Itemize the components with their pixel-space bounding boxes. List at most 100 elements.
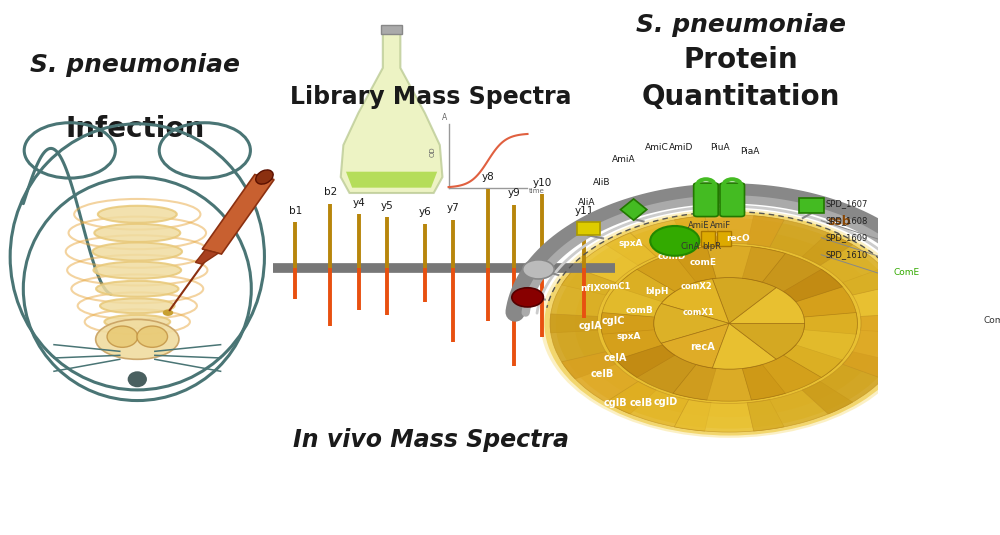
Polygon shape [195, 250, 218, 264]
Text: AmiD: AmiD [669, 143, 693, 152]
Circle shape [541, 209, 918, 438]
Text: Infection: Infection [65, 115, 204, 143]
Text: y8: y8 [482, 172, 494, 182]
Text: celB: celB [630, 398, 653, 408]
Ellipse shape [93, 242, 182, 261]
Text: AmiF: AmiF [710, 220, 731, 230]
Wedge shape [729, 288, 805, 323]
Text: blpH: blpH [646, 287, 669, 296]
Text: blpR: blpR [702, 242, 721, 251]
Text: S. pneumoniae: S. pneumoniae [636, 13, 846, 37]
Ellipse shape [93, 262, 181, 279]
Text: comX2: comX2 [681, 281, 713, 291]
Bar [799, 198, 824, 213]
Text: SPD_1608: SPD_1608 [826, 216, 868, 225]
Wedge shape [802, 351, 897, 414]
Text: AmiC: AmiC [645, 143, 669, 152]
Text: y4: y4 [353, 198, 366, 208]
Wedge shape [843, 268, 908, 333]
Wedge shape [674, 215, 784, 247]
Text: SPD_1609: SPD_1609 [826, 233, 868, 242]
Ellipse shape [96, 281, 179, 297]
Wedge shape [601, 269, 675, 334]
Ellipse shape [128, 371, 147, 387]
Text: ComD: ComD [983, 316, 1000, 325]
Wedge shape [601, 312, 675, 377]
Text: ssb: ssb [827, 215, 851, 228]
Text: comB: comB [626, 305, 654, 315]
Text: In vivo Mass Spectra: In vivo Mass Spectra [293, 429, 569, 453]
Wedge shape [562, 351, 656, 414]
Wedge shape [673, 246, 785, 282]
Text: OD: OD [430, 146, 436, 157]
Ellipse shape [96, 319, 179, 360]
Ellipse shape [100, 299, 175, 314]
Bar [717, 231, 731, 246]
Text: CinA: CinA [680, 242, 699, 251]
Text: recA: recA [690, 342, 715, 353]
Polygon shape [903, 292, 924, 306]
Polygon shape [202, 174, 274, 254]
Text: recO: recO [700, 231, 724, 240]
Circle shape [556, 218, 903, 429]
Text: time: time [528, 188, 544, 194]
Wedge shape [747, 216, 853, 265]
Wedge shape [802, 233, 897, 295]
Wedge shape [661, 323, 729, 368]
Wedge shape [550, 314, 616, 379]
Text: S. pneumoniae: S. pneumoniae [30, 54, 240, 77]
Text: nflX: nflX [580, 284, 601, 293]
Text: Library Mass Spectra: Library Mass Spectra [290, 85, 572, 109]
Polygon shape [620, 199, 647, 220]
Wedge shape [654, 303, 729, 343]
Ellipse shape [137, 326, 168, 347]
Wedge shape [616, 345, 716, 400]
Text: comD: comD [658, 253, 686, 262]
Circle shape [946, 319, 960, 327]
Text: y6: y6 [419, 208, 431, 217]
Wedge shape [712, 278, 776, 323]
Text: spxA: spxA [616, 332, 641, 341]
Wedge shape [712, 323, 776, 369]
Text: Quantitation: Quantitation [641, 83, 840, 111]
Text: y10: y10 [533, 178, 552, 188]
Wedge shape [616, 247, 716, 302]
Text: AmiA: AmiA [612, 156, 636, 164]
Wedge shape [843, 314, 908, 379]
Text: AliB: AliB [593, 178, 611, 187]
Wedge shape [742, 345, 842, 400]
Text: y9: y9 [508, 188, 521, 198]
Text: AliA: AliA [578, 198, 596, 207]
Circle shape [575, 230, 884, 417]
Text: y7: y7 [447, 203, 459, 213]
Wedge shape [742, 247, 842, 302]
Text: y5: y5 [381, 201, 394, 211]
Wedge shape [783, 269, 857, 334]
Circle shape [597, 243, 861, 403]
FancyBboxPatch shape [720, 183, 745, 217]
Ellipse shape [107, 326, 138, 347]
Text: b1: b1 [289, 206, 302, 216]
Text: PiuA: PiuA [711, 143, 730, 152]
Polygon shape [346, 172, 437, 188]
Circle shape [163, 310, 173, 316]
Ellipse shape [256, 170, 273, 184]
Bar [701, 231, 715, 246]
Wedge shape [747, 381, 853, 431]
Wedge shape [550, 268, 616, 333]
Text: celA: celA [603, 353, 627, 363]
Text: A: A [442, 112, 447, 121]
Ellipse shape [94, 224, 180, 242]
Text: comX1: comX1 [683, 308, 714, 317]
Wedge shape [673, 364, 785, 401]
Text: SPD_1610: SPD_1610 [826, 250, 868, 259]
Wedge shape [661, 279, 729, 323]
Text: cglD: cglD [654, 396, 678, 407]
Wedge shape [606, 381, 711, 431]
Text: celB: celB [590, 369, 614, 379]
Text: ComE: ComE [893, 268, 919, 277]
Text: y11: y11 [575, 206, 594, 216]
Text: comE: comE [689, 258, 716, 266]
Text: spxA: spxA [619, 239, 643, 248]
Text: PiaA: PiaA [740, 147, 759, 156]
